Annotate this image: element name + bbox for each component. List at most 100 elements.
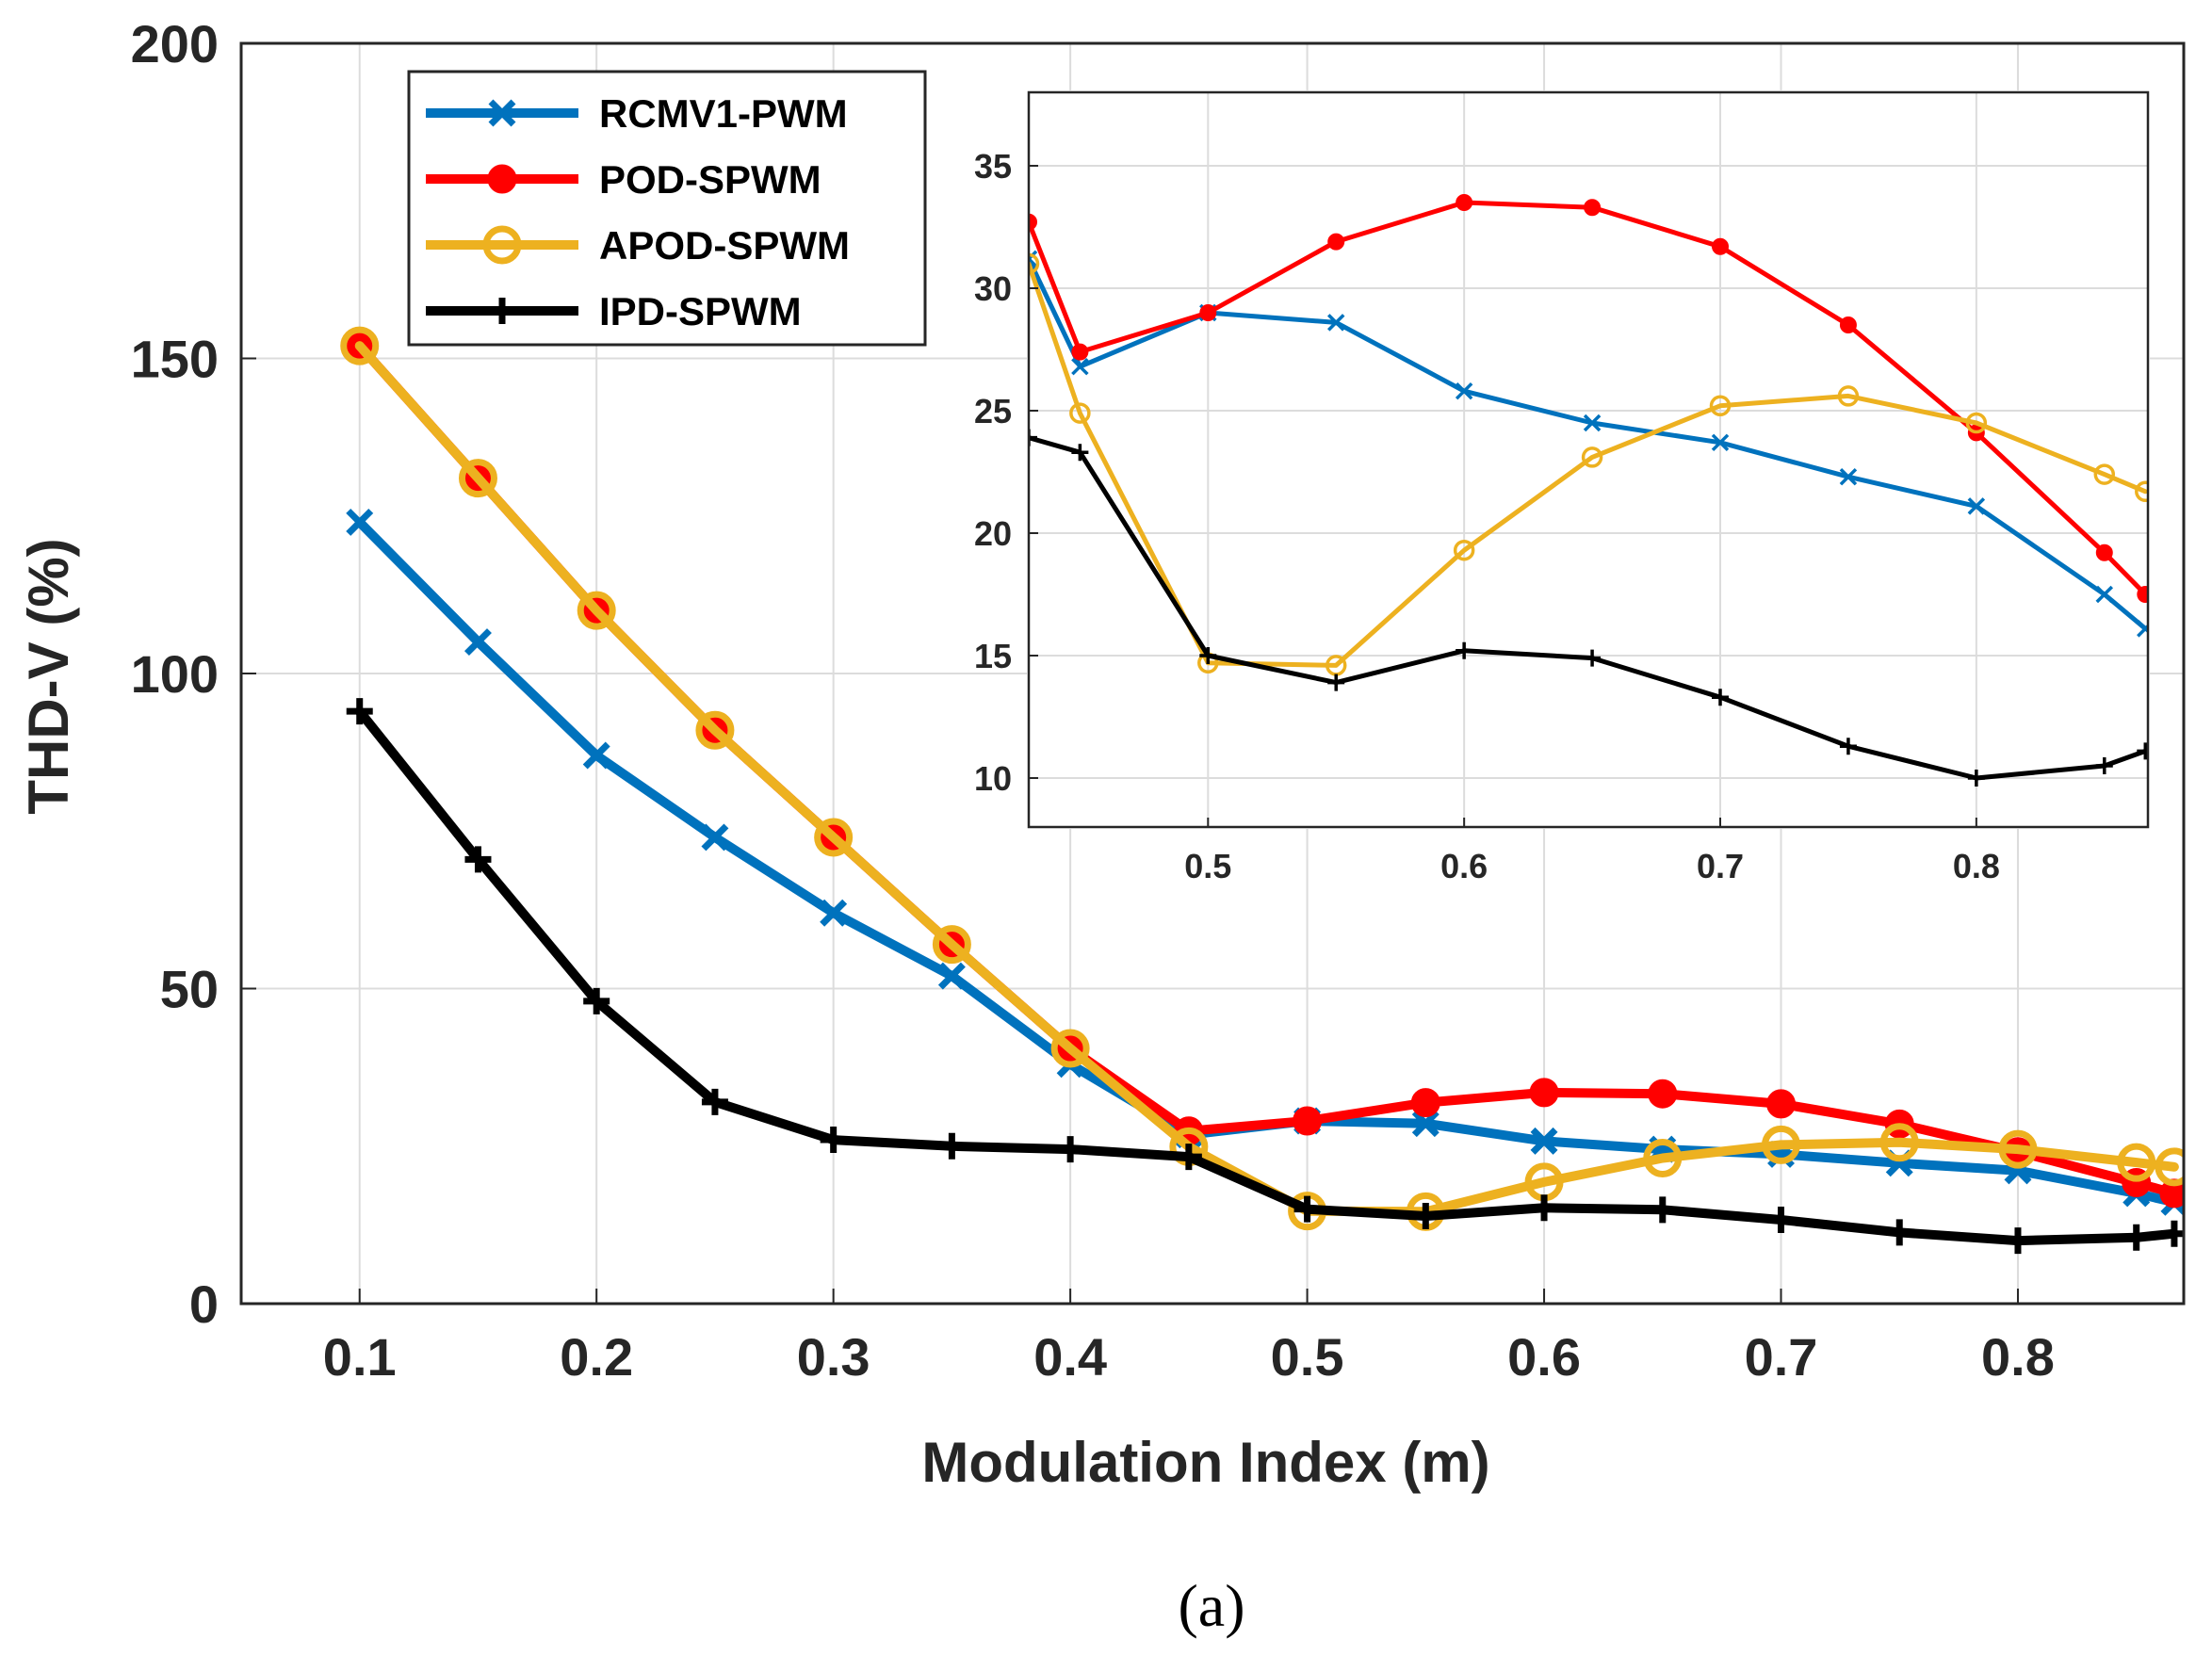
legend-label-pod: POD-SPWM xyxy=(599,157,821,202)
main-point-apod xyxy=(814,818,854,857)
main-point-ipd xyxy=(464,846,492,873)
inset-point-rcmv1 xyxy=(1967,497,1986,515)
inset-y-tick-label: 20 xyxy=(974,514,1012,553)
main-y-tick-label: 200 xyxy=(131,14,219,73)
inset-point-rcmv1 xyxy=(1839,467,1858,486)
inset-point-ipd xyxy=(1839,738,1857,755)
main-x-tick-label: 0.4 xyxy=(1033,1327,1107,1387)
legend-marker-apod xyxy=(482,225,522,265)
main-point-rcmv1 xyxy=(464,628,492,657)
main-point-rcmv1 xyxy=(1411,1110,1439,1138)
inset-series-pod xyxy=(1029,194,2148,603)
main-point-ipd xyxy=(1293,1195,1321,1223)
inset-series-layer xyxy=(1029,194,2148,787)
inset-line-apod xyxy=(1029,261,2148,668)
legend-label-ipd: IPD-SPWM xyxy=(599,289,802,333)
main-y-tick-label: 50 xyxy=(160,960,219,1019)
inset-point-ipd xyxy=(1712,689,1729,706)
main-point-pod xyxy=(2159,1178,2184,1209)
main-point-ipd xyxy=(820,1127,847,1154)
inset-point-ipd xyxy=(1967,770,1985,787)
main-point-apod xyxy=(932,925,971,965)
inset-point-rcmv1 xyxy=(2137,620,2148,638)
main-point-apod xyxy=(2155,1147,2184,1187)
main-point-pod xyxy=(1410,1088,1440,1118)
inset-point-apod xyxy=(1837,385,1860,407)
inset-point-rcmv1 xyxy=(1071,357,1089,376)
legend-entry-ipd: IPD-SPWM xyxy=(426,289,802,333)
inset-point-ipd xyxy=(1327,673,1345,691)
inset-series-apod xyxy=(1029,252,2148,676)
main-point-apod xyxy=(1879,1123,1919,1162)
inset-point-rcmv1 xyxy=(2095,585,2114,604)
main-y-tick-label: 0 xyxy=(189,1274,219,1334)
legend-marker-pod xyxy=(487,164,517,194)
inset-point-pod xyxy=(1456,194,1473,211)
inset-point-ipd xyxy=(2095,757,2113,774)
inset-y-tick-label: 15 xyxy=(974,637,1012,675)
x-axis-label: Modulation Index (m) xyxy=(921,1431,1489,1494)
main-point-pod xyxy=(1766,1089,1797,1119)
main-point-apod xyxy=(340,326,380,365)
legend-marker-rcmv1 xyxy=(488,99,516,127)
main-point-pod xyxy=(1529,1078,1559,1108)
main-series-layer xyxy=(340,326,2184,1255)
inset-point-apod xyxy=(2135,480,2148,503)
inset-point-pod xyxy=(1199,304,1217,321)
main-point-apod xyxy=(695,710,735,750)
inset-tick-labels: 0.5 0.6 0.7 0.8 10 15 20 25 30 35 xyxy=(974,147,2000,885)
main-point-apod xyxy=(577,591,616,630)
main-x-tick-label: 0.7 xyxy=(1745,1327,1818,1387)
inset-point-apod xyxy=(1069,402,1091,424)
inset-y-tick-label: 30 xyxy=(974,269,1012,308)
main-x-tick-label: 0.2 xyxy=(560,1327,633,1387)
main-x-tick-label: 0.3 xyxy=(797,1327,870,1387)
main-y-tick-label: 150 xyxy=(131,330,219,389)
main-point-rcmv1 xyxy=(937,962,966,990)
inset-series-ipd xyxy=(1029,429,2148,787)
main-point-ipd xyxy=(1175,1144,1202,1171)
main-point-ipd xyxy=(2004,1227,2031,1255)
main-point-rcmv1 xyxy=(820,899,848,927)
inset-x-tick-label: 0.7 xyxy=(1697,847,1744,885)
main-x-tick-label: 0.1 xyxy=(323,1327,397,1387)
inset-point-pod xyxy=(1839,316,1857,333)
inset-point-ipd xyxy=(1071,444,1089,462)
main-point-ipd xyxy=(1767,1207,1795,1234)
inset-point-ipd xyxy=(1029,429,1037,446)
inset-point-ipd xyxy=(1456,641,1473,659)
main-point-apod xyxy=(1998,1129,2038,1169)
main-point-ipd xyxy=(346,698,373,725)
legend: RCMV1-PWM POD-SPWM APOD-SPWM IPD-SPWM xyxy=(407,70,927,347)
main-series-ipd xyxy=(346,698,2184,1255)
main-point-apod xyxy=(1050,1029,1090,1068)
inset-point-ipd xyxy=(1584,649,1602,667)
main-point-pod xyxy=(1293,1106,1323,1136)
main-point-apod xyxy=(458,459,497,498)
main-point-ipd xyxy=(701,1088,728,1115)
inset-point-rcmv1 xyxy=(1583,414,1602,432)
main-point-ipd xyxy=(938,1132,966,1160)
legend-marker-ipd xyxy=(489,298,515,324)
main-point-ipd xyxy=(1531,1194,1558,1222)
main-point-apod xyxy=(2117,1143,2156,1182)
main-point-rcmv1 xyxy=(582,741,610,770)
main-x-tick-label: 0.5 xyxy=(1271,1327,1344,1387)
inset-point-apod xyxy=(1965,412,1988,434)
inset-series-rcmv1 xyxy=(1029,250,2148,638)
legend-entry-apod: APOD-SPWM xyxy=(426,223,850,268)
main-point-pod xyxy=(1648,1079,1678,1109)
inset-point-apod xyxy=(1029,252,1040,275)
inset-point-pod xyxy=(2095,544,2113,561)
inset-point-ipd xyxy=(2137,742,2148,760)
inset-point-rcmv1 xyxy=(1455,381,1473,400)
main-point-apod xyxy=(1643,1138,1683,1177)
inset-x-tick-label: 0.8 xyxy=(1953,847,2000,885)
main-point-rcmv1 xyxy=(346,508,374,536)
legend-box xyxy=(407,70,927,347)
inset-y-tick-label: 25 xyxy=(974,392,1012,430)
inset-point-pod xyxy=(1029,213,1037,231)
inset-point-apod xyxy=(1581,446,1603,468)
legend-entry-pod: POD-SPWM xyxy=(426,157,821,202)
